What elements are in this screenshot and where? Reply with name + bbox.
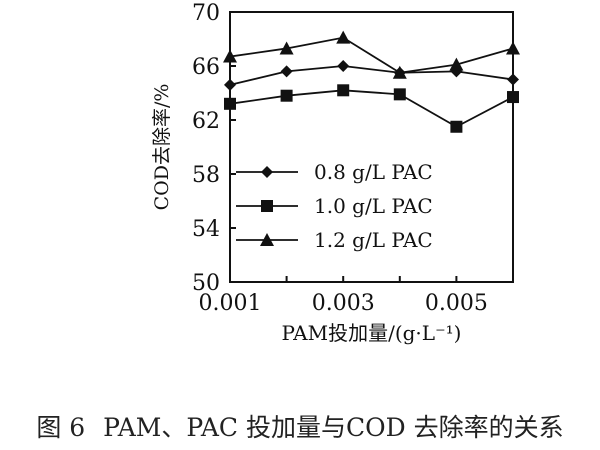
data-point	[337, 84, 350, 97]
plot-frame	[229, 11, 514, 283]
data-point	[224, 78, 236, 91]
data-point	[280, 65, 293, 78]
legend-marker	[261, 200, 273, 212]
legend-label: 1.0 g/L PAC	[314, 194, 433, 218]
data-point	[392, 65, 407, 79]
data-point	[223, 49, 237, 63]
figure-caption: 图 6 PAM、PAC 投加量与COD 去除率的关系	[0, 408, 600, 444]
caption-text: PAM、PAC 投加量与COD 去除率的关系	[103, 413, 564, 442]
legend-marker	[260, 233, 274, 246]
data-point	[507, 73, 519, 86]
x-tick-label: 0.005	[425, 291, 488, 316]
legend-marker	[261, 166, 273, 178]
series-line	[229, 89, 514, 128]
y-tick-label: 54	[192, 217, 220, 242]
legend-label: 1.2 g/L PAC	[314, 228, 433, 252]
y-tick-label: 66	[192, 55, 220, 80]
y-tick-label: 70	[192, 1, 220, 26]
x-tick-label: 0.001	[199, 291, 262, 316]
data-point	[507, 91, 519, 104]
line-chart: 50 54 58 62 66 70 0.001 0.003 0.005 PAM投加量/(g·L⁻¹…	[151, 1, 520, 345]
data-point	[449, 57, 464, 71]
y-tick-label: 58	[192, 163, 220, 188]
x-axis-label: PAM投加量/(g·L⁻¹)	[282, 321, 462, 345]
data-point	[279, 41, 294, 55]
data-point	[224, 97, 236, 110]
data-point	[337, 60, 350, 72]
data-point	[450, 120, 463, 133]
y-tick-label: 62	[192, 109, 220, 134]
x-tick-label: 0.003	[312, 291, 375, 316]
data-point	[393, 88, 406, 101]
caption-number: 图 6	[36, 413, 86, 442]
series-line	[229, 36, 514, 74]
y-axis-label: COD去除率/%	[151, 84, 173, 211]
y-tick-label: 50	[192, 271, 220, 296]
data-point	[280, 89, 293, 102]
series-line	[229, 65, 514, 86]
legend-label: 0.8 g/L PAC	[314, 160, 433, 184]
data-point	[336, 30, 351, 44]
data-point	[506, 41, 520, 55]
